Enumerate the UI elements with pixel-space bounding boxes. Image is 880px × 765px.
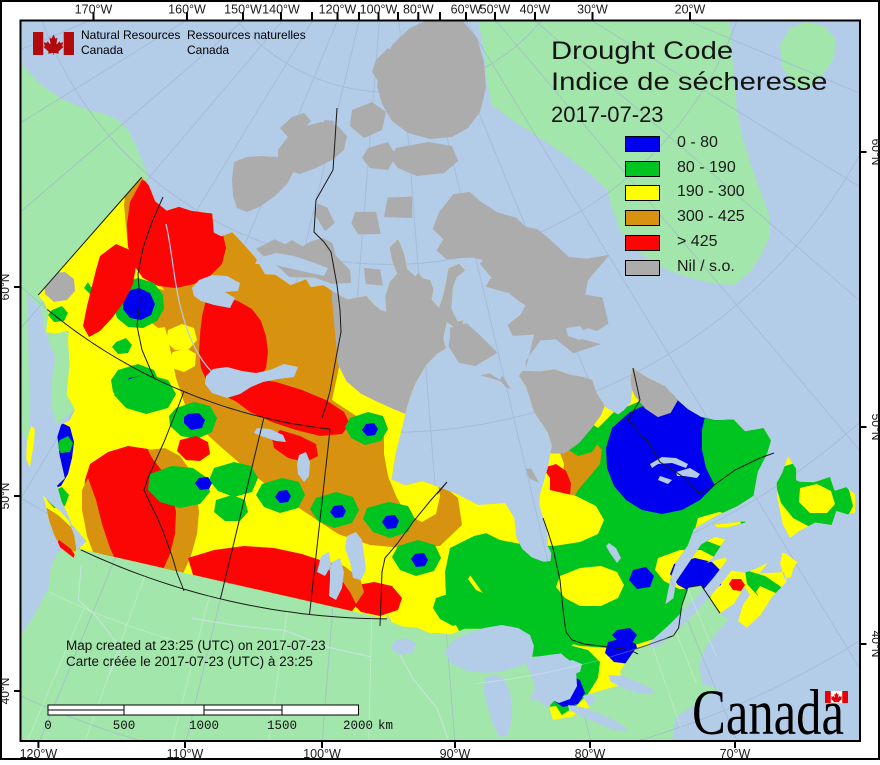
- svg-text:60°W: 60°W: [451, 3, 482, 17]
- svg-text:120°W: 120°W: [319, 3, 357, 17]
- svg-text:100°W: 100°W: [360, 3, 398, 17]
- svg-text:150°W: 150°W: [224, 3, 262, 17]
- svg-text:110°W: 110°W: [167, 747, 204, 760]
- svg-text:60°N: 60°N: [869, 139, 880, 166]
- svg-text:30°W: 30°W: [577, 3, 608, 17]
- svg-text:50°N: 50°N: [869, 414, 880, 441]
- svg-text:40°N: 40°N: [0, 678, 12, 705]
- svg-text:50°W: 50°W: [480, 3, 511, 17]
- svg-text:20°W: 20°W: [675, 3, 706, 17]
- svg-text:140°W: 140°W: [262, 3, 300, 17]
- svg-text:90°W: 90°W: [440, 747, 471, 760]
- svg-text:40°N: 40°N: [869, 631, 880, 658]
- svg-text:160°W: 160°W: [168, 3, 206, 17]
- svg-text:50°N: 50°N: [0, 483, 12, 510]
- svg-text:100°W: 100°W: [303, 747, 341, 760]
- svg-text:80°W: 80°W: [575, 747, 606, 760]
- svg-text:60°N: 60°N: [0, 274, 12, 301]
- svg-text:40°W: 40°W: [520, 3, 551, 17]
- svg-text:80°W: 80°W: [403, 3, 434, 17]
- svg-text:170°W: 170°W: [75, 3, 113, 17]
- svg-text:70°W: 70°W: [720, 747, 751, 760]
- svg-text:120°W: 120°W: [20, 747, 58, 760]
